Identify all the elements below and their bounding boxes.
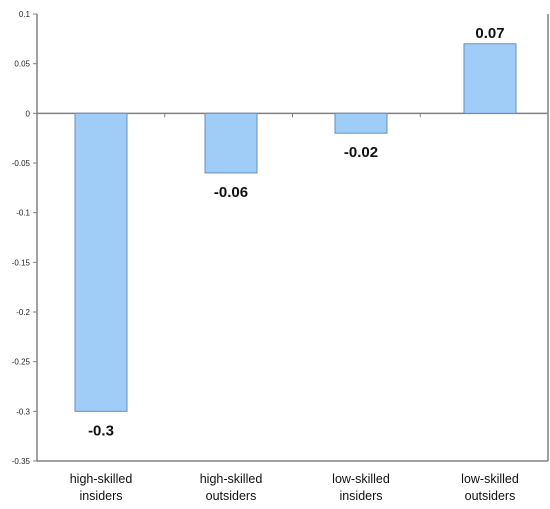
bar	[334, 112, 388, 134]
y-tick-label: 0.05	[14, 60, 30, 69]
category-label: insiders	[79, 489, 122, 503]
category-label: outsiders	[465, 489, 516, 503]
y-tick-label: 0.1	[19, 10, 31, 19]
bars	[74, 43, 517, 412]
y-tick-label: -0.1	[16, 209, 30, 218]
y-tick-label: -0.25	[12, 358, 31, 367]
y-tick-label: -0.05	[12, 159, 31, 168]
bar	[204, 112, 258, 174]
category-label: insiders	[339, 489, 382, 503]
data-label: -0.3	[88, 422, 114, 439]
y-tick-label: 0	[26, 109, 31, 118]
y-tick-label: -0.2	[16, 308, 30, 317]
category-label: outsiders	[206, 489, 257, 503]
category-labels: high-skilled insiders high-skilled outsider…	[70, 472, 519, 503]
y-tick-label: -0.3	[16, 407, 30, 416]
y-tick-labels: 0.1 0.05 0 -0.05 -0.1 -0.15 -0.2 -0.25 -0.3 -0.35	[12, 10, 31, 466]
data-label: -0.02	[344, 144, 378, 161]
data-labels: -0.3 -0.06 -0.02 0.07	[88, 25, 505, 440]
data-label: -0.06	[214, 184, 248, 201]
category-label: high-skilled	[200, 472, 263, 486]
y-tick-label: -0.15	[12, 258, 31, 267]
category-label: high-skilled	[70, 472, 133, 486]
data-label: 0.07	[475, 25, 504, 42]
category-label: low-skilled	[461, 472, 519, 486]
category-label: low-skilled	[332, 472, 390, 486]
bar	[74, 112, 128, 412]
y-tick-label: -0.35	[12, 457, 31, 466]
bar	[463, 43, 517, 114]
